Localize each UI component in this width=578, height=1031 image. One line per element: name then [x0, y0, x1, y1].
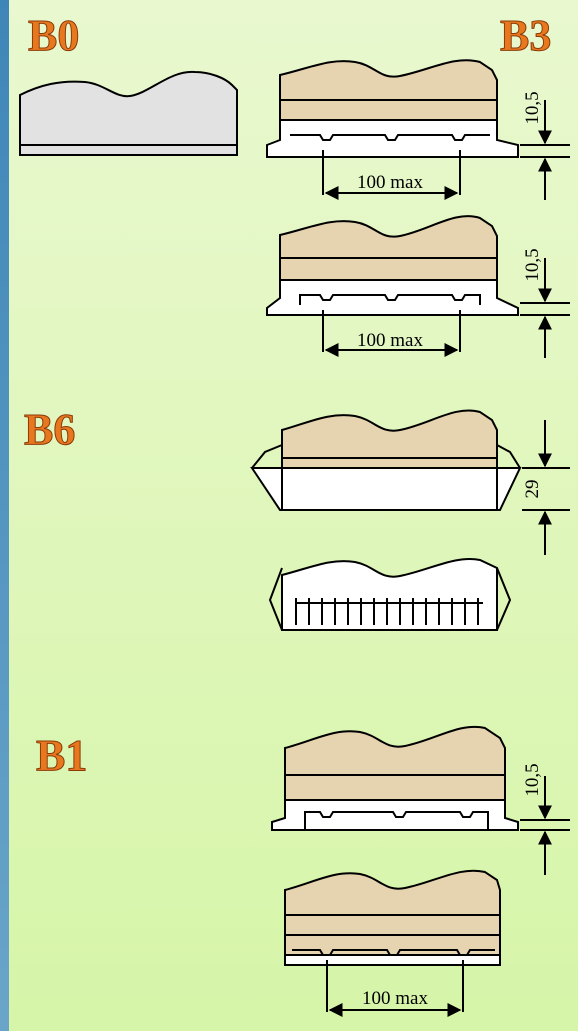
profile-b3-b [266, 215, 570, 358]
side-strip [0, 0, 9, 1031]
width-label: 100 max [357, 172, 423, 193]
profile-b1-b [284, 869, 501, 1017]
label-b0: B0 [28, 11, 79, 60]
height-label: 10,5 [522, 763, 543, 796]
profile-b0 [19, 70, 238, 156]
width-label: 100 max [362, 988, 428, 1009]
height-label: 10,5 [522, 91, 543, 124]
profile-b6-a [250, 409, 570, 555]
label-b6: B6 [24, 405, 75, 454]
label-b1: B1 [36, 731, 87, 780]
profile-b6-b [268, 558, 512, 631]
height-label: 29 [522, 480, 543, 499]
width-label: 100 max [357, 330, 423, 351]
label-b3: B3 [500, 11, 551, 60]
profile-b1-a [271, 725, 570, 875]
profile-b3-a [266, 59, 570, 200]
height-label: 10,5 [522, 248, 543, 281]
